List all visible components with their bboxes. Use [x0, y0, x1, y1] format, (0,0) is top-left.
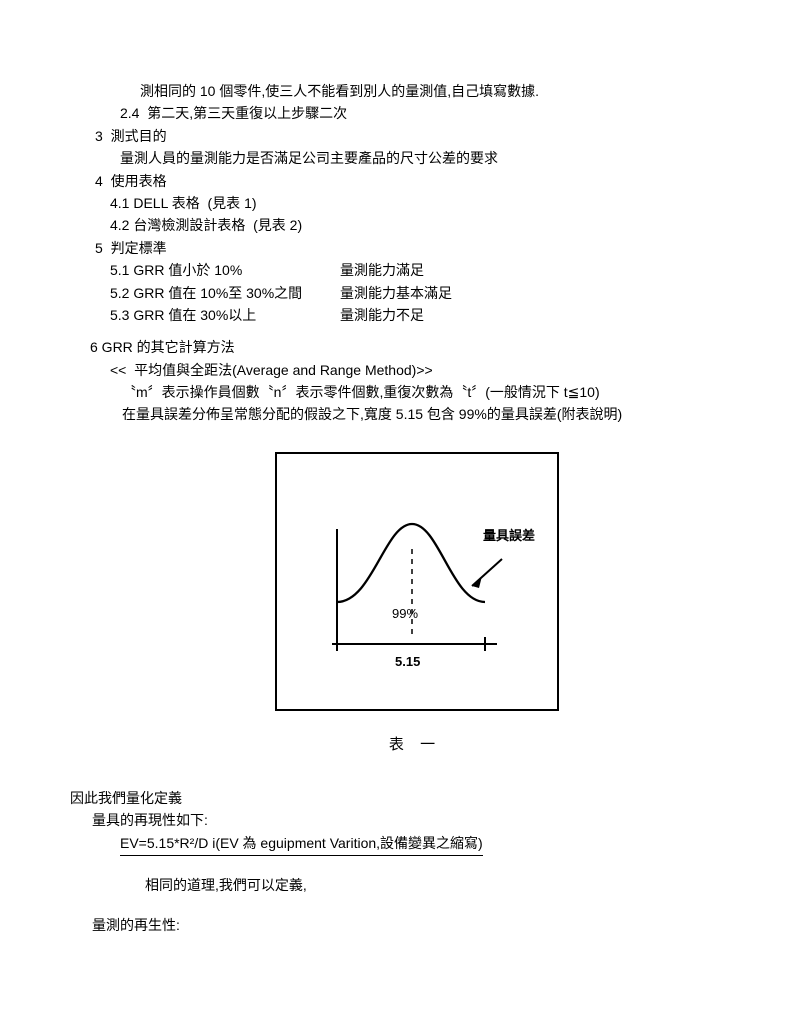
text-quantify-def: 因此我們量化定義	[70, 787, 740, 809]
text-repeatability: 量測的再生性:	[92, 914, 740, 936]
figure-container: 量具誤差 99% 5.15 表 一	[275, 452, 555, 757]
criteria-1-left: 5.1 GRR 值小於 10%	[110, 259, 340, 281]
figure-label-error: 量具誤差	[483, 526, 535, 547]
criteria-row-2: 5.2 GRR 值在 10%至 30%之間 量測能力基本滿足	[110, 282, 740, 304]
text-reproducibility: 量具的再現性如下:	[92, 809, 740, 831]
criteria-3-left: 5.3 GRR 值在 30%以上	[110, 304, 340, 326]
formula-ev: EV=5.15*R²/D i(EV 為 eguipment Varition,設…	[120, 832, 740, 856]
criteria-3-right: 量測能力不足	[340, 304, 424, 326]
criteria-2-right: 量測能力基本滿足	[340, 282, 452, 304]
text-4-1: 4.1 DELL 表格 (見表 1)	[110, 192, 740, 214]
heading-section-6: 6 GRR 的其它計算方法	[90, 336, 740, 358]
bell-curve	[337, 524, 485, 602]
criteria-row-3: 5.3 GRR 值在 30%以上 量測能力不足	[110, 304, 740, 326]
figure-caption: 表 一	[275, 733, 555, 757]
figure-box: 量具誤差 99% 5.15	[275, 452, 559, 711]
formula-ev-text: EV=5.15*R²/D i(EV 為 eguipment Varition,設…	[120, 832, 483, 856]
text-sec3-body: 量測人員的量測能力是否滿足公司主要產品的尺寸公差的要求	[120, 147, 740, 169]
heading-section-4: 4 使用表格	[95, 170, 740, 192]
text-step-2-4: 2.4 第二天,第三天重復以上步驟二次	[120, 102, 740, 124]
criteria-2-left: 5.2 GRR 值在 10%至 30%之間	[110, 282, 340, 304]
figure-label-width: 5.15	[395, 652, 420, 673]
text-similarly: 相同的道理,我們可以定義,	[145, 874, 740, 896]
figure-label-pct: 99%	[392, 604, 418, 625]
text-normal-dist: 在量具誤差分佈呈常態分配的假設之下,寬度 5.15 包含 99%的量具誤差(附表…	[122, 403, 740, 425]
text-m-n-t: 〝m〞表示操作員個數〝n〞表示零件個數,重復次數為〝t〞(一般情況下 t≦10)	[122, 381, 740, 403]
criteria-1-right: 量測能力滿足	[340, 259, 424, 281]
text-4-2: 4.2 台灣檢測設計表格 (見表 2)	[110, 214, 740, 236]
text-measure-parts: 測相同的 10 個零件,使三人不能看到別人的量測值,自己填寫數據.	[140, 80, 740, 102]
arrow-head	[472, 576, 482, 588]
heading-section-5: 5 判定標準	[95, 237, 740, 259]
document-page: 測相同的 10 個零件,使三人不能看到別人的量測值,自己填寫數據. 2.4 第二…	[0, 0, 800, 1036]
text-avg-range-title: << 平均值與全距法(Average and Range Method)>>	[110, 359, 740, 381]
heading-section-3: 3 測式目的	[95, 125, 740, 147]
criteria-row-1: 5.1 GRR 值小於 10% 量測能力滿足	[110, 259, 740, 281]
